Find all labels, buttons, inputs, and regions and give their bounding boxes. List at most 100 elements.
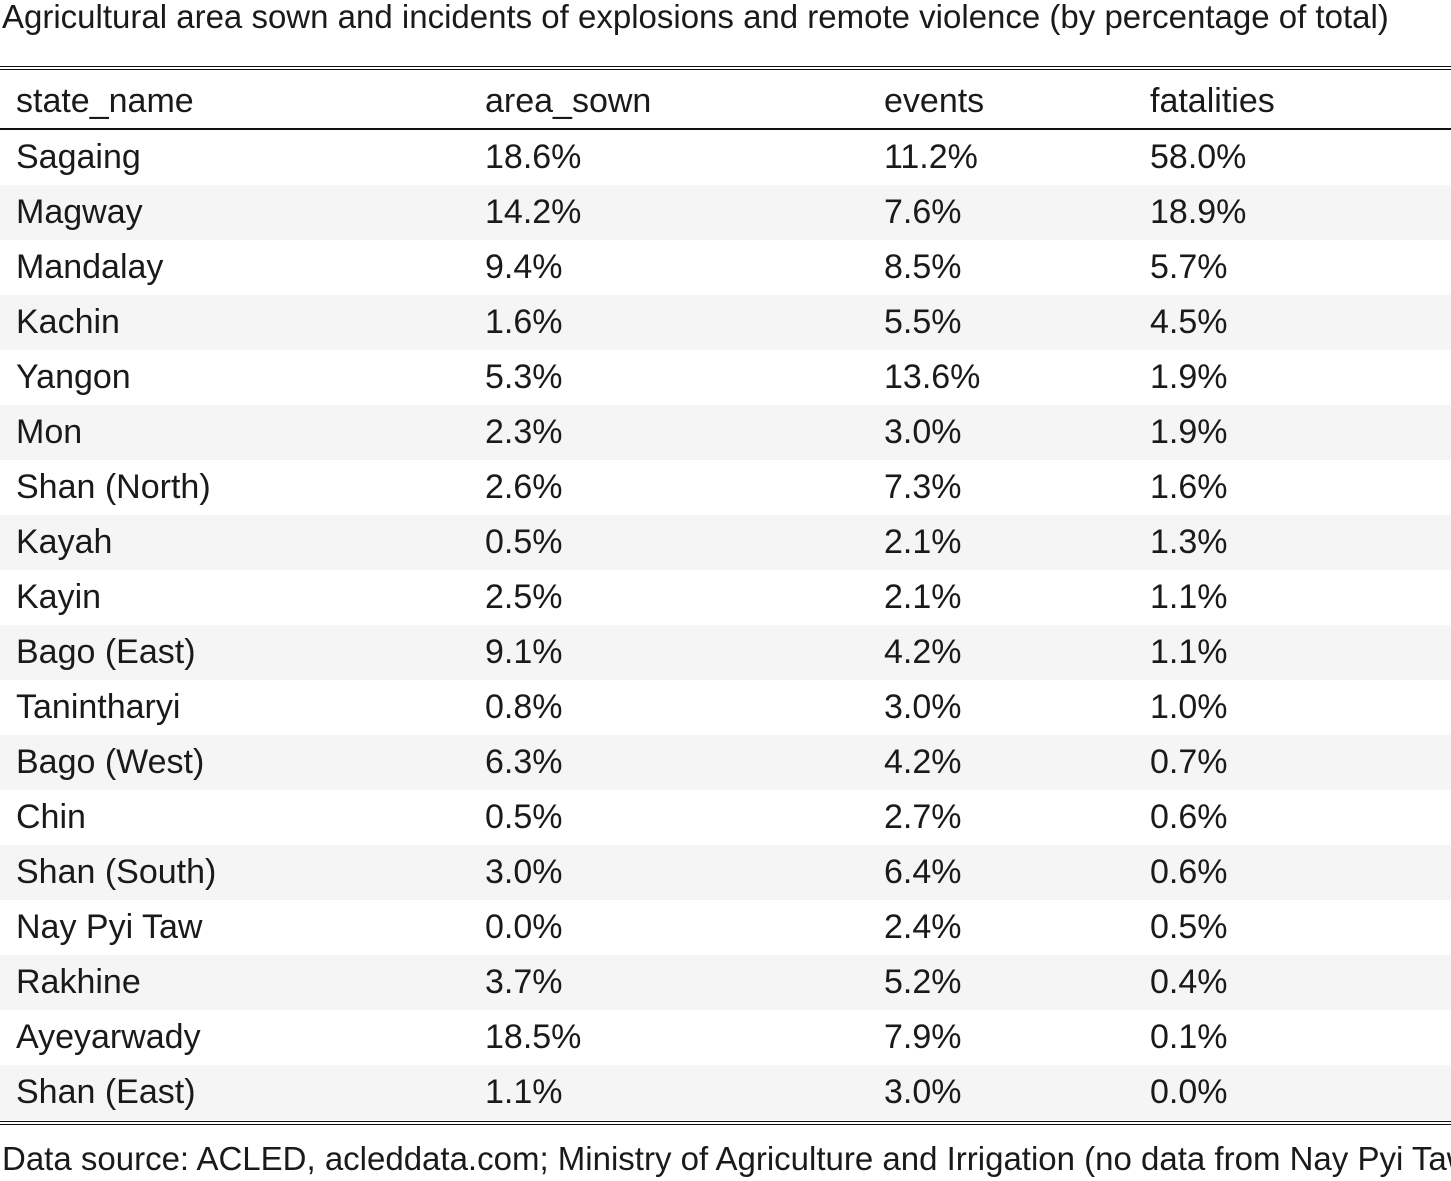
table-row: Yangon 5.3% 13.6% 1.9% [0,350,1451,405]
area-sown-cell: 2.5% [485,578,563,616]
fatalities-cell: 0.5% [1150,908,1228,946]
state-name-cell: Kachin [16,303,120,341]
area-sown-cell: 9.4% [485,248,563,286]
state-name-cell: Ayeyarwady [16,1018,201,1056]
fatalities-cell: 1.9% [1150,413,1228,451]
events-cell: 7.3% [884,468,962,506]
events-cell: 2.7% [884,798,962,836]
fatalities-cell: 4.5% [1150,303,1228,341]
column-header-state-name: state_name [16,82,194,120]
events-cell: 2.4% [884,908,962,946]
events-cell: 5.2% [884,963,962,1001]
column-header-area-sown: area_sown [485,82,652,120]
events-cell: 5.5% [884,303,962,341]
area-sown-cell: 18.5% [485,1018,582,1056]
fatalities-cell: 1.3% [1150,523,1228,561]
events-cell: 6.4% [884,853,962,891]
table-row: Chin 0.5% 2.7% 0.6% [0,790,1451,845]
table-row: Shan (East) 1.1% 3.0% 0.0% [0,1065,1451,1120]
state-name-cell: Shan (North) [16,468,211,506]
fatalities-cell: 58.0% [1150,138,1247,176]
area-sown-cell: 0.5% [485,523,563,561]
events-cell: 8.5% [884,248,962,286]
events-cell: 3.0% [884,1073,962,1111]
data-source-note: Data source: ACLED, acleddata.com; Minis… [2,1140,1451,1177]
table-row: Kachin 1.6% 5.5% 4.5% [0,295,1451,350]
area-sown-cell: 0.5% [485,798,563,836]
table-bottom-rule [0,1121,1451,1125]
area-sown-cell: 5.3% [485,358,563,396]
fatalities-cell: 0.6% [1150,798,1228,836]
fatalities-cell: 1.1% [1150,578,1228,616]
state-name-cell: Nay Pyi Taw [16,908,203,946]
area-sown-cell: 3.7% [485,963,563,1001]
table-row: Mandalay 9.4% 8.5% 5.7% [0,240,1451,295]
fatalities-cell: 0.1% [1150,1018,1228,1056]
events-cell: 2.1% [884,523,962,561]
events-cell: 2.1% [884,578,962,616]
state-name-cell: Kayin [16,578,102,616]
table-header-row: state_name area_sown events fatalities [0,70,1451,130]
fatalities-cell: 0.0% [1150,1073,1228,1111]
fatalities-cell: 5.7% [1150,248,1228,286]
state-name-cell: Rakhine [16,963,141,1001]
state-name-cell: Bago (East) [16,633,196,671]
area-sown-cell: 2.6% [485,468,563,506]
events-cell: 13.6% [884,358,981,396]
fatalities-cell: 1.6% [1150,468,1228,506]
table-row: Tanintharyi 0.8% 3.0% 1.0% [0,680,1451,735]
area-sown-cell: 2.3% [485,413,563,451]
area-sown-cell: 0.0% [485,908,563,946]
events-cell: 3.0% [884,413,962,451]
area-sown-cell: 1.1% [485,1073,563,1111]
fatalities-cell: 0.7% [1150,743,1228,781]
fatalities-cell: 18.9% [1150,193,1247,231]
table-row: Shan (North) 2.6% 7.3% 1.6% [0,460,1451,515]
fatalities-cell: 1.1% [1150,633,1228,671]
column-header-fatalities: fatalities [1150,82,1275,120]
area-sown-cell: 3.0% [485,853,563,891]
table-row: Nay Pyi Taw 0.0% 2.4% 0.5% [0,900,1451,955]
state-name-cell: Shan (East) [16,1073,196,1111]
events-cell: 7.6% [884,193,962,231]
area-sown-cell: 9.1% [485,633,563,671]
table-row: Rakhine 3.7% 5.2% 0.4% [0,955,1451,1010]
state-name-cell: Mandalay [16,248,164,286]
data-table: state_name area_sown events fatalities S… [0,66,1451,1125]
events-cell: 3.0% [884,688,962,726]
area-sown-cell: 0.8% [485,688,563,726]
state-name-cell: Kayah [16,523,113,561]
state-name-cell: Chin [16,798,86,836]
fatalities-cell: 1.0% [1150,688,1228,726]
area-sown-cell: 14.2% [485,193,582,231]
table-row: Shan (South) 3.0% 6.4% 0.6% [0,845,1451,900]
events-cell: 7.9% [884,1018,962,1056]
area-sown-cell: 6.3% [485,743,563,781]
state-name-cell: Magway [16,193,143,231]
column-header-events: events [884,82,985,120]
table-title: Agricultural area sown and incidents of … [2,0,1389,35]
state-name-cell: Bago (West) [16,743,205,781]
state-name-cell: Yangon [16,358,131,396]
table-row: Kayin 2.5% 2.1% 1.1% [0,570,1451,625]
table-row: Bago (East) 9.1% 4.2% 1.1% [0,625,1451,680]
fatalities-cell: 0.4% [1150,963,1228,1001]
fatalities-cell: 1.9% [1150,358,1228,396]
table-row: Kayah 0.5% 2.1% 1.3% [0,515,1451,570]
events-cell: 4.2% [884,633,962,671]
table-row: Magway 14.2% 7.6% 18.9% [0,185,1451,240]
state-name-cell: Shan (South) [16,853,217,891]
events-cell: 4.2% [884,743,962,781]
state-name-cell: Tanintharyi [16,688,181,726]
area-sown-cell: 18.6% [485,138,582,176]
table-row: Ayeyarwady 18.5% 7.9% 0.1% [0,1010,1451,1065]
state-name-cell: Mon [16,413,83,451]
table-row: Mon 2.3% 3.0% 1.9% [0,405,1451,460]
area-sown-cell: 1.6% [485,303,563,341]
table-row: Bago (West) 6.3% 4.2% 0.7% [0,735,1451,790]
table-row: Sagaing 18.6% 11.2% 58.0% [0,130,1451,185]
fatalities-cell: 0.6% [1150,853,1228,891]
table-body: Sagaing 18.6% 11.2% 58.0% Magway 14.2% 7.6% 18.… [0,130,1451,1120]
state-name-cell: Sagaing [16,138,141,176]
events-cell: 11.2% [884,138,978,176]
